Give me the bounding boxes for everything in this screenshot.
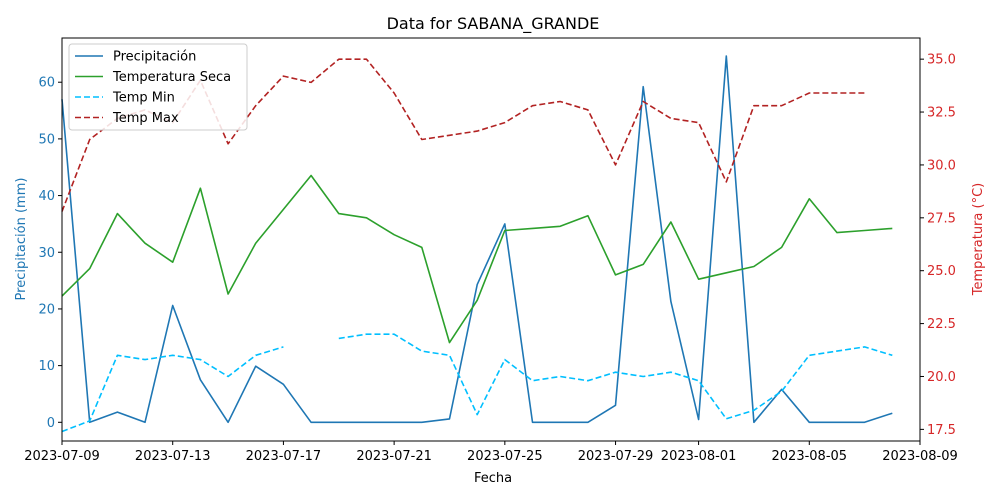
y-right-tick-label: 32.5 — [927, 106, 956, 121]
y-left-tick-label: 50 — [38, 132, 55, 147]
y-axis-right-label: Temperatura (°C) — [971, 183, 986, 296]
x-axis: 2023-07-09 2023-07-13 2023-07-17 2023-07-21… — [24, 441, 958, 464]
chart-title: Data for SABANA_GRANDE — [387, 14, 600, 34]
y-left-tick-label: 30 — [38, 246, 55, 261]
series-layer — [61, 55, 893, 433]
y-right-tick-label: 35.0 — [927, 53, 956, 68]
y-right-tick-label: 17.5 — [927, 423, 956, 438]
legend-label: Temperatura Seca — [112, 70, 231, 85]
x-tick-label: 2023-08-09 — [882, 449, 958, 464]
series-line-1 — [61, 174, 893, 344]
legend-box — [68, 43, 248, 131]
y-left-tick-label: 10 — [38, 359, 55, 374]
plot-frame — [61, 37, 921, 442]
legend: Precipitación Temperatura Seca Temp Min Tem… — [68, 43, 248, 131]
y-right-tick-label: 27.5 — [927, 211, 956, 226]
y-axis-right: 17.5 20.0 22.5 25.0 27.5 30.0 32.5 35.0 — [920, 53, 956, 438]
legend-label: Precipitación — [113, 50, 196, 65]
x-tick-label: 2023-07-25 — [467, 449, 543, 464]
legend-label: Temp Max — [112, 111, 179, 126]
y-left-tick-label: 20 — [38, 302, 55, 317]
y-left-tick-label: 40 — [38, 189, 55, 204]
y-right-tick-label: 30.0 — [927, 158, 956, 173]
series-line-2 — [338, 333, 893, 420]
y-left-tick-label: 60 — [38, 76, 55, 91]
y-right-tick-label: 20.0 — [927, 370, 956, 385]
legend-label: Temp Min — [112, 91, 175, 106]
x-tick-label: 2023-07-29 — [578, 449, 654, 464]
y-axis-left: 0 10 20 30 40 50 60 — [38, 76, 62, 431]
y-right-tick-label: 25.0 — [927, 264, 956, 279]
y-axis-left-label: Precipitación (mm) — [14, 178, 29, 301]
y-right-tick-label: 22.5 — [927, 317, 956, 332]
x-tick-label: 2023-07-17 — [246, 449, 322, 464]
series-line-2 — [61, 346, 284, 433]
x-tick-label: 2023-08-05 — [772, 449, 848, 464]
x-tick-label: 2023-07-13 — [135, 449, 211, 464]
x-tick-label: 2023-07-09 — [24, 449, 100, 464]
series-line-0 — [61, 55, 893, 424]
series-line-3 — [61, 58, 865, 212]
x-tick-label: 2023-07-21 — [356, 449, 432, 464]
x-axis-label: Fecha — [474, 471, 512, 486]
x-tick-label: 2023-08-01 — [661, 449, 737, 464]
y-left-tick-label: 0 — [47, 416, 55, 431]
